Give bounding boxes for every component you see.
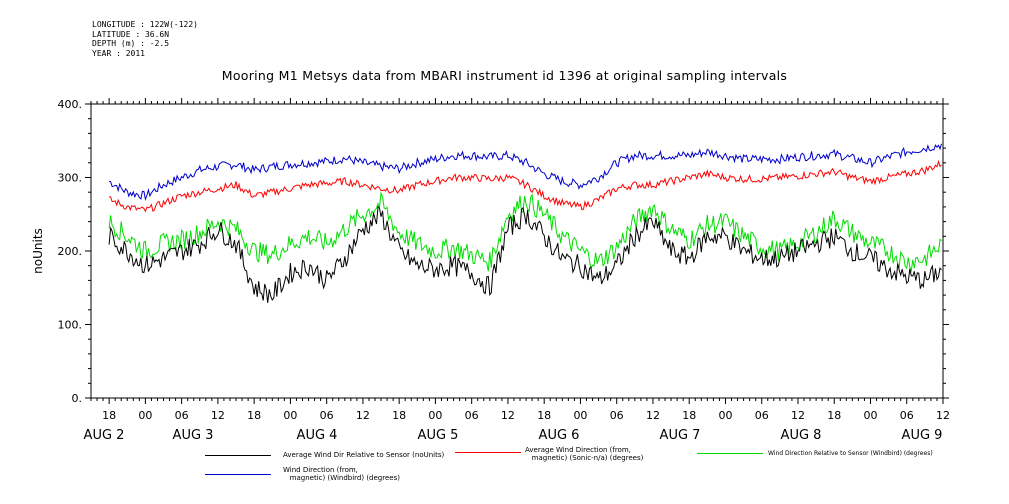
x-tick-label: 18	[102, 409, 116, 422]
x-day-label: AUG 5	[418, 428, 459, 443]
x-day-label: AUG 9	[902, 428, 943, 443]
x-tick-label: 06	[900, 409, 914, 422]
metadata-block: LONGITUDE : 122W(-122) LATITUDE : 36.6N …	[92, 20, 198, 58]
x-tick-label: 12	[936, 409, 950, 422]
meta-depth: DEPTH (m) : -2.5	[92, 39, 170, 48]
x-day-label: AUG 2	[84, 428, 125, 443]
series-line-0	[108, 205, 942, 303]
x-tick-label: 12	[791, 409, 805, 422]
legend-label-green: Wind Direction Relative to Sensor (Windb…	[768, 450, 933, 457]
x-tick-label: 12	[501, 409, 515, 422]
x-tick-label: 00	[138, 409, 152, 422]
x-tick-label: 18	[392, 409, 406, 422]
legend-label-blue: Wind Direction (from, magnetic) (Windbir…	[283, 466, 400, 482]
x-day-label: AUG 7	[660, 428, 701, 443]
y-tick-label: 0.	[72, 392, 83, 405]
x-tick-label: 12	[211, 409, 225, 422]
x-day-label: AUG 6	[539, 428, 580, 443]
legend-line-blue	[205, 474, 271, 475]
x-tick-label: 06	[465, 409, 479, 422]
meta-year: YEAR : 2011	[92, 48, 145, 58]
legend-line-red	[455, 452, 521, 453]
series-line-3	[109, 143, 942, 201]
chart-title: Mooring M1 Metsys data from MBARI instru…	[221, 68, 788, 83]
y-tick-label: 300.	[58, 172, 83, 185]
y-tick-label: 200.	[58, 245, 83, 258]
x-tick-label: 00	[718, 409, 732, 422]
x-tick-label: 06	[175, 409, 189, 422]
y-tick-label: 400.	[58, 98, 83, 111]
legend-label-red: Average Wind Direction (from, magnetic) …	[525, 446, 644, 462]
series-line-2	[108, 191, 942, 273]
x-day-label: AUG 8	[781, 428, 822, 443]
x-tick-label: 00	[863, 409, 877, 422]
meta-longitude: LONGITUDE : 122W(-122)	[92, 20, 198, 29]
legend-line-black	[205, 455, 271, 456]
x-tick-label: 00	[573, 409, 587, 422]
plot-frame	[90, 103, 944, 399]
x-tick-label: 12	[356, 409, 370, 422]
y-axis-label: noUnits	[31, 228, 45, 274]
x-tick-label: 12	[646, 409, 660, 422]
x-tick-label: 18	[537, 409, 551, 422]
x-tick-label: 18	[827, 409, 841, 422]
x-tick-label: 00	[283, 409, 297, 422]
x-day-label: AUG 3	[173, 428, 214, 443]
x-day-label: AUG 4	[297, 428, 338, 443]
x-tick-label: 18	[682, 409, 696, 422]
legend-label-black: Average Wind Dir Relative to Sensor (noU…	[283, 451, 445, 459]
x-tick-label: 06	[320, 409, 334, 422]
x-tick-label: 18	[247, 409, 261, 422]
x-tick-label: 06	[755, 409, 769, 422]
x-tick-label: 06	[610, 409, 624, 422]
y-tick-label: 100.	[58, 319, 83, 332]
legend-line-green	[697, 453, 763, 454]
x-tick-label: 00	[428, 409, 442, 422]
meta-latitude: LATITUDE : 36.6N	[92, 29, 170, 39]
series-line-1	[109, 159, 942, 213]
